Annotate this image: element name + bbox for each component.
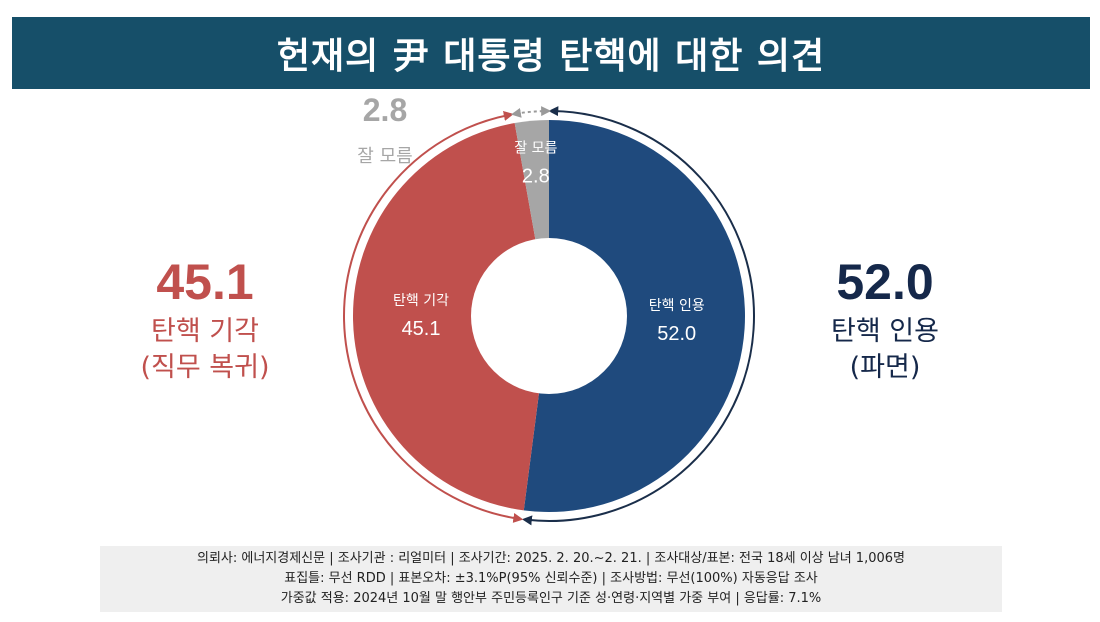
uphold-label: 탄핵 인용 — [831, 316, 939, 347]
slice-value-uphold: 52.0 — [657, 323, 696, 345]
dismiss-label: 탄핵 기각 — [151, 316, 259, 347]
uphold-sublabel: (파면) — [849, 352, 921, 383]
slice-label-uphold: 탄핵 인용 — [649, 298, 705, 314]
slice-label-dismiss: 탄핵 기각 — [393, 293, 449, 309]
dismiss-sublabel: (직무 복귀) — [140, 352, 270, 383]
slice-label-unknown: 잘 모름 — [514, 141, 557, 157]
title-banner: 헌재의 尹 대통령 탄핵에 대한 의견 — [12, 17, 1090, 89]
unknown-value: 2.8 — [362, 92, 408, 128]
survey-footnote: 의뢰사: 에너지경제신문 | 조사기관 : 리얼미터 | 조사기간: 2025.… — [100, 546, 1002, 612]
arc-arrow-unknown — [510, 106, 552, 118]
slice-uphold — [523, 120, 745, 512]
footnote-line-2: 표집틀: 무선 RDD | 표본오차: ±3.1%P(95% 신뢰수준) | 조… — [284, 571, 818, 586]
donut-hole — [471, 238, 627, 394]
slice-value-unknown: 2.8 — [522, 166, 550, 188]
arc-arrow-uphold — [521, 106, 755, 526]
chart-title: 헌재의 尹 대통령 탄핵에 대한 의견 — [276, 36, 826, 77]
dismiss-value: 45.1 — [156, 254, 254, 310]
footnote-line-3: 가중값 적용: 2024년 10월 말 행안부 주민등록인구 기준 성·연령·지… — [280, 591, 822, 606]
footnote-line-1: 의뢰사: 에너지경제신문 | 조사기관 : 리얼미터 | 조사기간: 2025.… — [196, 551, 905, 566]
uphold-value: 52.0 — [836, 254, 934, 310]
unknown-label: 잘 모름 — [357, 146, 413, 167]
slice-value-dismiss: 45.1 — [402, 318, 441, 340]
arc-arrow-dismiss — [343, 111, 524, 523]
slice-dismiss — [352, 123, 549, 511]
